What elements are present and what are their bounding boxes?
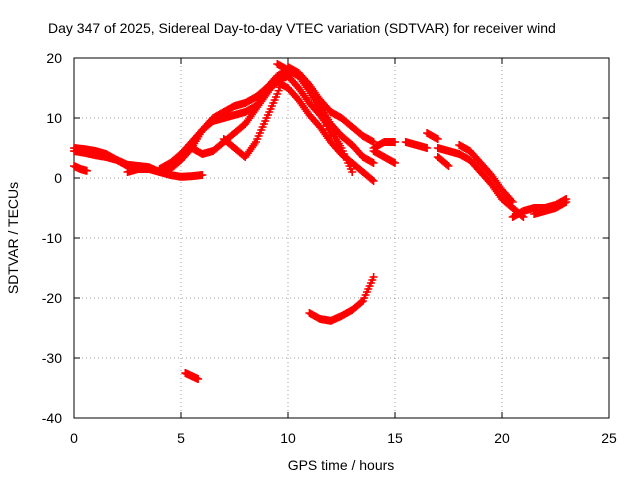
series-track-11 <box>401 138 432 152</box>
x-tick-label: 0 <box>70 430 78 446</box>
data-point <box>369 177 378 185</box>
series-track-10 <box>369 147 399 167</box>
data-point <box>348 168 357 176</box>
data-point <box>326 132 335 140</box>
series-track-19 <box>305 273 378 325</box>
data-point <box>198 171 207 179</box>
y-tick-label: -20 <box>42 290 62 306</box>
data-point <box>368 175 377 184</box>
x-tick-label: 25 <box>601 430 617 446</box>
series-track-15 <box>433 153 453 170</box>
x-axis-label: GPS time / hours <box>288 457 395 473</box>
data-point <box>508 198 517 206</box>
x-tick-label: 20 <box>494 430 510 446</box>
data-point <box>391 138 399 146</box>
chart-title: Day 347 of 2025, Sidereal Day-to-day VTE… <box>48 20 556 36</box>
x-tick-label: 5 <box>177 430 185 446</box>
data-point <box>562 198 571 206</box>
data-point <box>369 273 378 281</box>
y-tick-label: -10 <box>42 230 62 246</box>
series-track-18 <box>181 369 203 383</box>
data-point <box>507 196 516 205</box>
data-point <box>444 162 453 170</box>
y-tick-label: -30 <box>42 350 62 366</box>
y-tick-label: 0 <box>54 170 62 186</box>
data-point <box>357 298 366 307</box>
series-track-3 <box>70 162 91 175</box>
series-track-14 <box>455 141 517 206</box>
x-axis-ticks: 0 5 10 15 20 25 <box>70 58 617 446</box>
x-tick-label: 15 <box>387 430 403 446</box>
data-point <box>369 159 378 167</box>
data-point <box>82 166 91 175</box>
y-tick-label: -40 <box>42 410 62 426</box>
series-track-17 <box>530 198 571 218</box>
y-tick-label: 10 <box>46 110 62 126</box>
y-axis-ticks: -40 -30 -20 -10 0 10 20 <box>42 50 609 426</box>
data-point <box>443 160 452 169</box>
series-track-12 <box>423 129 442 143</box>
series-track-2 <box>70 147 132 170</box>
data-point <box>433 135 442 143</box>
data-point <box>423 144 432 152</box>
series-track-8 <box>273 60 335 140</box>
data-point <box>391 159 399 167</box>
x-tick-label: 10 <box>280 430 296 446</box>
grid <box>74 58 609 418</box>
data-points <box>70 60 571 383</box>
y-tick-label: 20 <box>46 50 62 66</box>
series-track-13 <box>433 144 528 221</box>
y-axis-label: SDTVAR / TECUs <box>5 182 21 294</box>
data-point <box>194 375 203 383</box>
